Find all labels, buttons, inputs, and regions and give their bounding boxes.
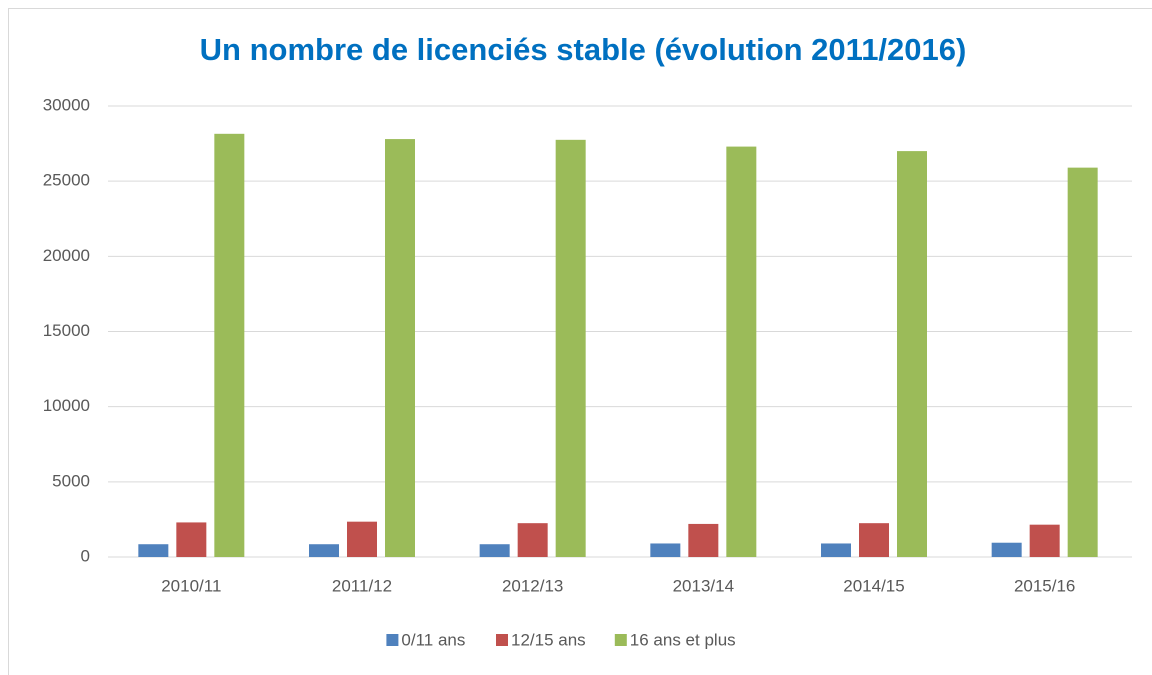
y-tick-label: 0 (81, 546, 90, 565)
chart-title: Un nombre de licenciés stable (évolution… (200, 32, 967, 67)
bar (1029, 524, 1060, 557)
legend-swatch (614, 634, 627, 646)
legend-label: 16 ans et plus (630, 630, 736, 649)
y-tick-label: 5000 (52, 471, 90, 490)
y-tick-label: 20000 (43, 246, 90, 265)
bar (688, 523, 719, 557)
bar (176, 522, 207, 557)
bar (479, 544, 510, 557)
legend-label: 0/11 ans (401, 630, 465, 649)
bar (517, 523, 548, 557)
x-tick-label: 2012/13 (502, 576, 563, 595)
bar (1067, 167, 1098, 558)
x-tick-label: 2014/15 (843, 576, 904, 595)
bar (859, 523, 889, 557)
y-tick-label: 15000 (43, 321, 90, 340)
x-tick-label: 2011/12 (332, 576, 392, 595)
x-tick-label: 2013/14 (673, 576, 734, 595)
y-tick-label: 30000 (43, 95, 90, 114)
bar (385, 139, 415, 557)
x-tick-label: 2015/16 (1014, 576, 1075, 595)
bar (214, 133, 245, 558)
bar (991, 542, 1022, 557)
x-tick-label: 2010/11 (161, 576, 221, 595)
bar (347, 521, 377, 557)
bar (138, 544, 169, 557)
y-tick-label: 10000 (43, 396, 90, 415)
legend-label: 12/15 ans (511, 630, 586, 649)
bar (555, 139, 586, 557)
legend-swatch (496, 634, 508, 646)
bar (309, 544, 339, 557)
bar (726, 146, 757, 557)
legend-swatch (386, 634, 399, 646)
bar (821, 543, 851, 557)
bar (650, 543, 681, 557)
bar (897, 151, 927, 557)
y-tick-label: 25000 (43, 171, 90, 190)
